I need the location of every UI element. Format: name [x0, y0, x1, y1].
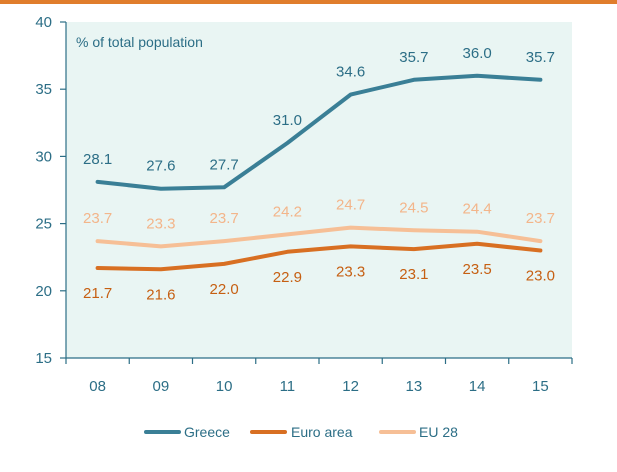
y-tick-label: 35 [35, 81, 52, 98]
data-label-greece: 27.6 [146, 158, 175, 175]
data-label-eu-28: 23.3 [146, 215, 175, 232]
data-label-euro-area: 23.0 [526, 267, 555, 284]
data-label-greece: 35.7 [399, 49, 428, 66]
y-tick-label: 30 [35, 148, 52, 165]
data-label-eu-28: 23.7 [526, 210, 555, 227]
top-rule [0, 0, 617, 4]
data-label-euro-area: 23.3 [336, 263, 365, 280]
data-label-eu-28: 24.5 [399, 199, 428, 216]
data-label-eu-28: 23.7 [210, 210, 239, 227]
x-tick-label: 14 [469, 378, 486, 395]
data-label-eu-28: 24.4 [463, 201, 492, 218]
data-label-greece: 28.1 [83, 151, 112, 168]
x-tick-label: 08 [89, 378, 106, 395]
y-tick-label: 15 [35, 350, 52, 367]
x-tick-label: 10 [216, 378, 233, 395]
data-label-eu-28: 24.2 [273, 203, 302, 220]
series-line-greece [95, 73, 543, 191]
data-label-euro-area: 22.9 [273, 269, 302, 286]
series-line-euro-area [95, 241, 543, 272]
data-label-euro-area: 23.1 [399, 266, 428, 283]
data-label-greece: 34.6 [336, 64, 365, 81]
y-tick-label: 25 [35, 216, 52, 233]
x-tick-label: 11 [280, 378, 296, 395]
data-label-greece: 36.0 [463, 45, 492, 62]
data-label-eu-28: 23.7 [83, 210, 112, 227]
data-label-greece: 35.7 [526, 49, 555, 66]
series-line-eu-28 [95, 225, 543, 249]
y-tick-label: 40 [35, 14, 52, 31]
plot-area [66, 22, 572, 358]
data-label-euro-area: 23.5 [463, 261, 492, 278]
data-label-euro-area: 21.6 [146, 286, 175, 303]
legend-label-euro-area: Euro area [291, 424, 353, 440]
legend-label-eu-28: EU 28 [419, 424, 458, 440]
legend-label-greece: Greece [184, 424, 230, 440]
y-axis-label: % of total population [76, 34, 203, 50]
x-tick-label: 15 [532, 378, 549, 395]
data-label-greece: 27.7 [210, 156, 239, 173]
x-tick-label: 12 [342, 378, 359, 395]
data-label-euro-area: 21.7 [83, 285, 112, 302]
data-label-eu-28: 24.7 [336, 197, 365, 214]
data-label-greece: 31.0 [273, 112, 302, 129]
x-tick-label: 13 [406, 378, 423, 395]
y-tick-label: 20 [35, 283, 52, 300]
data-label-euro-area: 22.0 [210, 281, 239, 298]
x-tick-label: 09 [153, 378, 170, 395]
